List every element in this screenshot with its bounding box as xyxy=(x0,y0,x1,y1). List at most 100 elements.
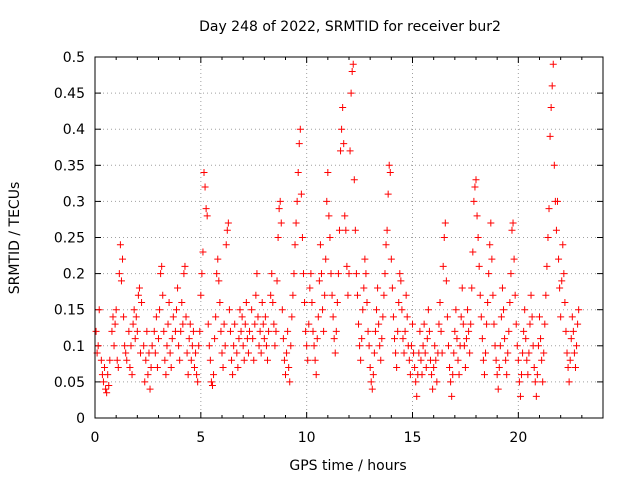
data-point xyxy=(327,270,335,278)
y-tick-label: 0.5 xyxy=(63,50,85,66)
data-point xyxy=(545,205,553,213)
data-point xyxy=(437,327,445,335)
data-point xyxy=(526,320,534,328)
data-point xyxy=(509,219,517,227)
data-point xyxy=(270,320,278,328)
data-point xyxy=(543,262,551,270)
data-point xyxy=(424,306,432,314)
data-point xyxy=(522,335,530,343)
data-point xyxy=(308,298,316,306)
data-point xyxy=(490,320,498,328)
data-point xyxy=(367,378,375,386)
data-point xyxy=(506,298,514,306)
data-point xyxy=(496,342,504,350)
data-point xyxy=(244,349,252,357)
data-point xyxy=(222,241,230,249)
data-point xyxy=(325,212,333,220)
data-point xyxy=(440,234,448,241)
data-point xyxy=(179,320,187,328)
data-point xyxy=(575,306,583,314)
data-point xyxy=(461,363,469,371)
data-point xyxy=(195,342,203,350)
data-point xyxy=(455,371,463,379)
data-point xyxy=(128,371,136,379)
data-point xyxy=(398,306,406,314)
data-point xyxy=(503,371,511,379)
data-point xyxy=(477,313,485,321)
data-point xyxy=(449,371,457,379)
data-point xyxy=(289,291,297,299)
data-point xyxy=(516,392,524,400)
data-point xyxy=(466,349,474,357)
data-point xyxy=(120,313,128,321)
data-point xyxy=(284,327,292,335)
data-point xyxy=(192,349,200,357)
data-point xyxy=(234,363,242,371)
data-point xyxy=(305,320,313,328)
data-point xyxy=(116,241,124,249)
data-point xyxy=(403,313,411,321)
data-point xyxy=(292,219,300,227)
data-point xyxy=(457,313,465,321)
data-point xyxy=(239,342,247,350)
data-point xyxy=(276,197,284,205)
data-point xyxy=(379,313,387,321)
data-point xyxy=(368,385,376,393)
data-point xyxy=(311,356,319,364)
data-point xyxy=(202,205,210,213)
data-point xyxy=(291,241,299,249)
data-point xyxy=(339,104,347,112)
data-point xyxy=(430,363,438,371)
data-point xyxy=(433,378,441,386)
data-point xyxy=(147,363,155,371)
data-point xyxy=(314,313,322,321)
data-point xyxy=(412,378,420,386)
data-point xyxy=(188,342,196,350)
data-point xyxy=(240,356,248,364)
data-point xyxy=(409,320,416,328)
data-point xyxy=(497,313,505,321)
data-point xyxy=(312,371,320,379)
data-point xyxy=(357,356,365,364)
data-point xyxy=(420,320,428,328)
data-point xyxy=(144,371,152,379)
data-point xyxy=(297,190,305,198)
data-point xyxy=(160,327,168,335)
y-tick-label: 0.05 xyxy=(54,375,85,391)
data-point xyxy=(184,371,192,379)
data-point xyxy=(432,356,440,364)
data-point xyxy=(464,306,472,314)
data-point xyxy=(298,234,306,241)
data-point xyxy=(421,349,429,357)
data-point xyxy=(346,147,354,155)
data-point xyxy=(377,356,385,364)
data-point xyxy=(214,255,222,263)
data-point xyxy=(489,291,497,299)
data-point xyxy=(539,378,547,386)
data-point xyxy=(450,349,458,357)
data-point xyxy=(448,392,456,400)
data-point xyxy=(565,378,573,386)
data-point xyxy=(272,327,280,335)
data-point xyxy=(520,327,528,335)
x-tick-label: 0 xyxy=(91,430,100,446)
data-point xyxy=(129,320,137,328)
data-point xyxy=(250,356,258,364)
data-point xyxy=(349,60,357,68)
data-point xyxy=(193,371,201,379)
data-point xyxy=(315,277,323,285)
x-axis-label: GPS time / hours xyxy=(289,458,406,474)
data-point xyxy=(493,371,501,379)
y-tick-label: 0 xyxy=(76,411,85,427)
data-point xyxy=(313,335,321,343)
data-point xyxy=(295,140,303,148)
data-point xyxy=(428,371,436,379)
data-point xyxy=(331,349,339,357)
data-point xyxy=(518,371,526,379)
data-point xyxy=(570,349,578,357)
data-point xyxy=(285,363,293,371)
data-point xyxy=(153,363,161,371)
data-point xyxy=(310,342,318,350)
data-point xyxy=(549,60,557,68)
